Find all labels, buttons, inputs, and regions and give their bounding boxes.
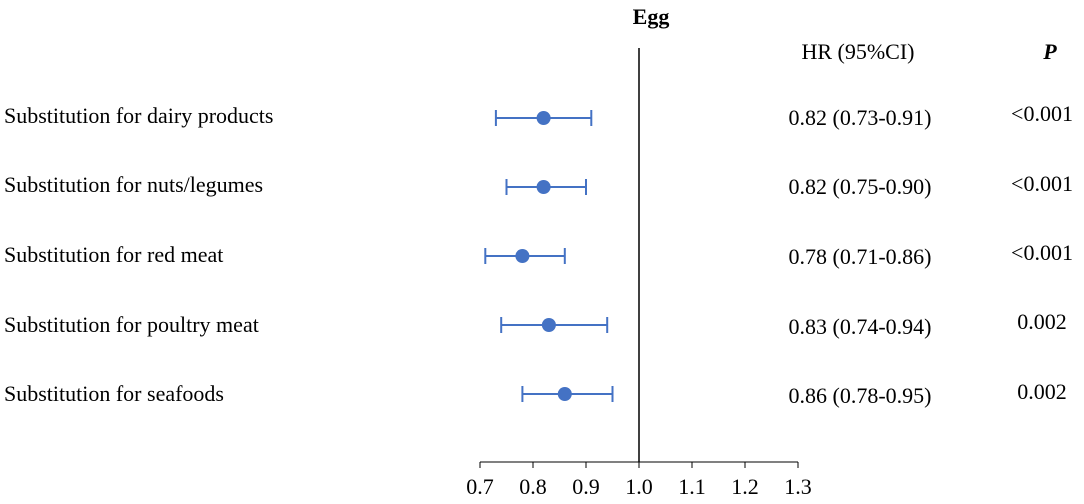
chart-title: Egg xyxy=(632,4,670,29)
point-estimate xyxy=(557,387,572,401)
x-tick-label: 0.9 xyxy=(572,474,600,499)
x-tick-label: 0.8 xyxy=(519,474,547,499)
point-estimate xyxy=(541,318,556,332)
row-label-seafoods: Substitution for seafoods xyxy=(4,381,224,406)
point-estimate xyxy=(536,111,551,125)
x-tick-label: 0.7 xyxy=(466,474,494,499)
p-value-red-meat: <0.001 xyxy=(1011,240,1073,265)
hr-column-header: HR (95%CI) xyxy=(801,39,915,64)
hr-value-dairy: 0.82 (0.73-0.91) xyxy=(788,105,932,130)
row-label-dairy: Substitution for dairy products xyxy=(4,103,274,128)
point-estimate xyxy=(515,249,530,263)
x-tick-label: 1.0 xyxy=(625,474,653,499)
hr-value-red-meat: 0.78 (0.71-0.86) xyxy=(788,244,932,269)
hr-value-seafoods: 0.86 (0.78-0.95) xyxy=(788,383,932,408)
x-tick-label: 1.2 xyxy=(731,474,759,499)
x-tick-label: 1.1 xyxy=(678,474,706,499)
hr-value-nuts: 0.82 (0.75-0.90) xyxy=(788,174,932,199)
p-value-dairy: <0.001 xyxy=(1011,101,1073,126)
row-label-red-meat: Substitution for red meat xyxy=(4,242,224,267)
p-column-header: P xyxy=(1043,39,1057,64)
p-value-nuts: <0.001 xyxy=(1011,171,1073,196)
p-value-poultry: 0.002 xyxy=(1017,309,1067,334)
hr-value-poultry: 0.83 (0.74-0.94) xyxy=(788,314,932,339)
x-tick-label: 1.3 xyxy=(784,474,812,499)
point-estimate xyxy=(536,180,551,194)
row-label-poultry: Substitution for poultry meat xyxy=(4,312,259,337)
p-value-seafoods: 0.002 xyxy=(1017,379,1067,404)
row-label-nuts: Substitution for nuts/legumes xyxy=(4,172,264,197)
